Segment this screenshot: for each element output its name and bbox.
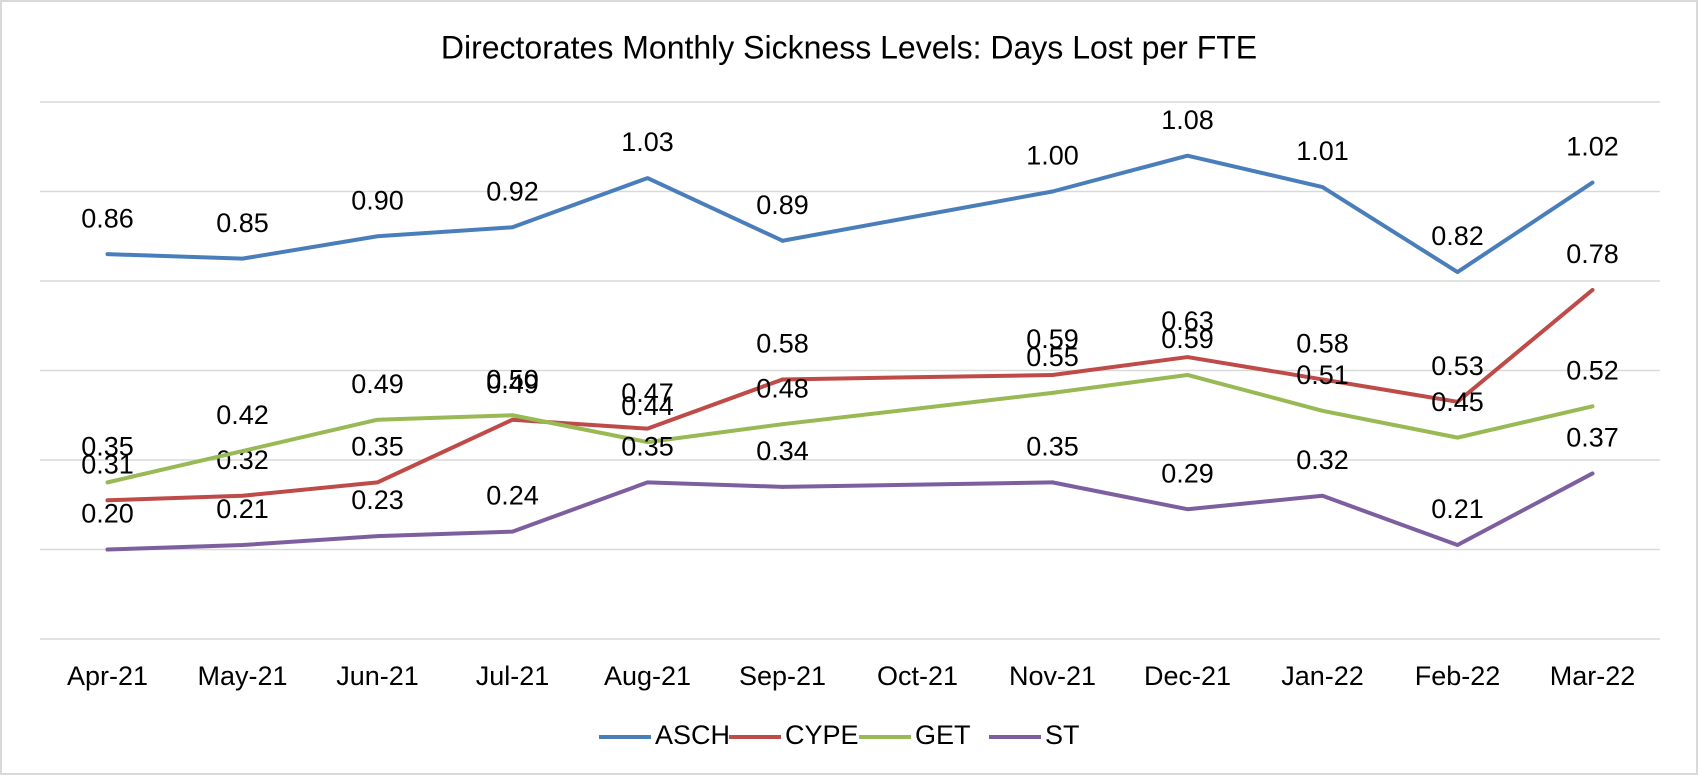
series	[105, 372, 1595, 485]
data-label: 0.82	[1431, 221, 1484, 251]
data-label: 0.31	[81, 449, 134, 479]
series-line	[105, 176, 785, 261]
x-tick-label: Nov-21	[1009, 661, 1096, 691]
gap-connector	[780, 480, 1055, 489]
data-label: 1.00	[1026, 141, 1079, 171]
data-label: 1.03	[621, 127, 674, 157]
x-tick-label: Aug-21	[604, 661, 691, 691]
x-tick-label: Sep-21	[739, 661, 826, 691]
data-label: 0.35	[621, 432, 674, 462]
data-label: 0.86	[81, 203, 134, 233]
data-label: 1.08	[1161, 105, 1214, 135]
chart-title: Directorates Monthly Sickness Levels: Da…	[441, 29, 1257, 65]
data-label: 0.85	[216, 208, 269, 238]
data-label: 0.29	[1161, 458, 1214, 488]
data-label: 0.24	[486, 481, 539, 511]
data-label: 0.34	[756, 436, 809, 466]
data-label: 0.55	[1026, 342, 1079, 372]
data-label: 0.52	[1566, 355, 1619, 385]
data-label: 0.32	[1296, 445, 1349, 475]
data-label: 0.50	[486, 364, 539, 394]
data-label: 0.90	[351, 185, 404, 215]
x-tick-label: Feb-22	[1415, 661, 1501, 691]
gap-connector	[780, 189, 1055, 243]
series-line	[1050, 287, 1595, 404]
data-label: 0.49	[486, 369, 539, 399]
data-label: 0.58	[1296, 329, 1349, 359]
x-tick-label: Oct-21	[877, 661, 958, 691]
data-label: 0.35	[81, 432, 134, 462]
legend-label: CYPE	[785, 720, 859, 750]
gap-connector	[780, 390, 1055, 427]
x-tick-label: Jun-21	[336, 661, 419, 691]
data-label: 0.37	[1566, 423, 1619, 453]
data-label: 0.20	[81, 499, 134, 529]
series-line	[1050, 372, 1595, 440]
data-label: 0.51	[1296, 360, 1349, 390]
data-label: 0.58	[756, 329, 809, 359]
data-label: 0.42	[216, 400, 269, 430]
series-line	[1050, 471, 1595, 548]
x-tick-label: Jul-21	[476, 661, 550, 691]
data-label: 0.49	[351, 369, 404, 399]
data-label: 0.23	[351, 485, 404, 515]
legend-label: ASCH	[655, 720, 730, 750]
data-label: 0.48	[756, 373, 809, 403]
data-label: 0.92	[486, 176, 539, 206]
x-tick-label: May-21	[197, 661, 287, 691]
x-tick-label: Jan-22	[1281, 661, 1364, 691]
x-tick-label: Apr-21	[67, 661, 148, 691]
data-label: 1.02	[1566, 132, 1619, 162]
data-label: 0.59	[1161, 324, 1214, 354]
series	[105, 153, 1595, 275]
data-label: 0.35	[1026, 432, 1079, 462]
data-label: 0.53	[1431, 351, 1484, 381]
gap-connector	[780, 372, 1055, 382]
series-line	[1050, 153, 1595, 275]
series-line	[105, 377, 785, 503]
legend-label: ST	[1045, 720, 1080, 750]
data-label: 0.21	[216, 494, 269, 524]
data-label: 0.78	[1566, 239, 1619, 269]
data-label: 0.59	[1026, 324, 1079, 354]
series-line	[105, 413, 785, 485]
data-label: 0.47	[621, 378, 674, 408]
x-tick-label: Mar-22	[1550, 661, 1636, 691]
data-label: 0.63	[1161, 306, 1214, 336]
series	[105, 471, 1595, 552]
data-label: 0.35	[351, 432, 404, 462]
legend-label: GET	[915, 720, 971, 750]
series	[105, 287, 1595, 503]
data-label: 0.21	[1431, 494, 1484, 524]
series-line	[105, 480, 785, 552]
data-label: 0.89	[756, 190, 809, 220]
data-label: 0.45	[1431, 387, 1484, 417]
data-label: 1.01	[1296, 136, 1349, 166]
x-tick-label: Dec-21	[1144, 661, 1231, 691]
data-label: 0.44	[621, 391, 674, 421]
